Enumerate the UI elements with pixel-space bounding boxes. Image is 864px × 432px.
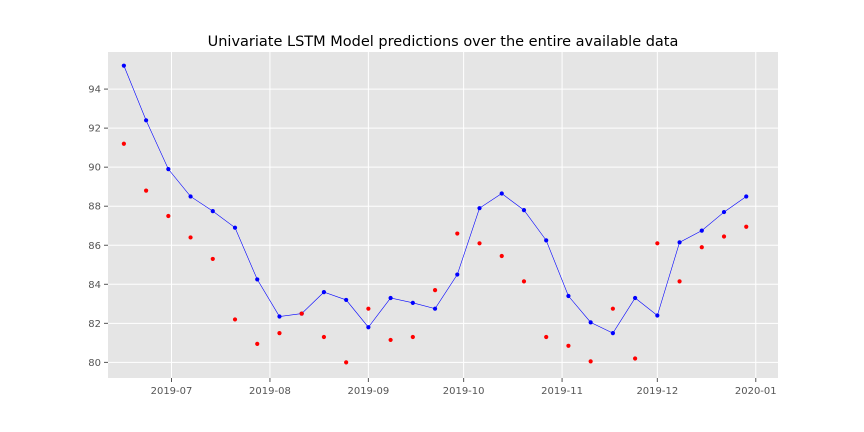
y-tick-label: 84 — [88, 280, 101, 291]
x-tick-label: 2019-09 — [347, 386, 389, 397]
predicted-point — [521, 279, 527, 284]
actual-point — [610, 331, 615, 336]
actual-point — [544, 238, 549, 243]
series-predicted — [121, 141, 749, 365]
actual-point — [677, 240, 682, 245]
predicted-point — [121, 141, 126, 146]
actual-point — [699, 228, 704, 233]
predicted-point — [344, 360, 349, 365]
actual-point — [566, 293, 571, 299]
actual-point — [455, 272, 460, 277]
actual-point — [410, 300, 415, 305]
actual-point — [144, 118, 149, 123]
y-tick-label: 86 — [88, 241, 101, 252]
actual-point — [521, 208, 527, 213]
actual-point — [166, 167, 171, 172]
predicted-point — [321, 334, 327, 340]
predicted-point — [188, 235, 193, 240]
predicted-point — [432, 288, 438, 293]
actual-point — [321, 290, 327, 295]
predicted-point — [144, 188, 149, 193]
predicted-point — [588, 359, 593, 364]
actual-point — [477, 206, 482, 211]
predicted-point — [388, 337, 393, 343]
x-tick-label: 2019-11 — [541, 386, 583, 397]
actual-point — [633, 295, 638, 301]
actual-point — [499, 191, 504, 196]
actual-point — [121, 63, 126, 68]
actual-point — [255, 277, 260, 282]
predicted-point — [232, 317, 238, 322]
actual-point — [232, 225, 238, 230]
predicted-point — [166, 213, 171, 219]
actual-point — [721, 209, 727, 215]
predicted-point — [744, 224, 749, 229]
predicted-point — [455, 231, 460, 236]
actual-point — [366, 325, 371, 330]
actual-point — [210, 208, 215, 214]
gridlines — [108, 52, 778, 378]
y-tick-label: 90 — [88, 163, 101, 174]
predicted-point — [699, 245, 704, 250]
predicted-point — [655, 241, 660, 246]
actual-point — [188, 194, 193, 199]
actual-point — [744, 194, 749, 199]
y-tick-label: 88 — [88, 202, 101, 213]
x-tick-label: 2019-07 — [151, 386, 193, 397]
y-tick-label: 80 — [88, 358, 101, 369]
y-tick-label: 94 — [88, 85, 101, 96]
actual-point — [432, 306, 438, 311]
actual-point — [277, 314, 282, 319]
predicted-point — [544, 334, 549, 340]
predicted-point — [210, 256, 215, 262]
actual-point — [655, 313, 660, 318]
x-tick-label: 2019-12 — [636, 386, 678, 397]
actual-point — [388, 295, 393, 301]
y-tick-label: 82 — [88, 319, 101, 330]
predicted-point — [299, 311, 304, 316]
predicted-point — [721, 234, 727, 239]
predicted-point — [277, 331, 282, 336]
predicted-point — [410, 334, 415, 340]
y-axis: 80 82 84 86 88 90 92 94 — [88, 85, 108, 369]
predicted-point — [566, 343, 571, 348]
predicted-point — [255, 341, 260, 346]
x-tick-label: 2019-10 — [443, 386, 485, 397]
series-actual — [121, 63, 749, 336]
predicted-point — [610, 306, 615, 311]
chart-title: Univariate LSTM Model predictions over t… — [208, 34, 679, 50]
x-axis: 2019-07 2019-08 2019-09 2019-10 2019-11 2019-… — [151, 378, 777, 397]
y-tick-label: 92 — [88, 124, 101, 135]
predicted-point — [633, 356, 638, 361]
plot-area — [108, 52, 778, 378]
predicted-point — [499, 253, 504, 259]
actual-point — [588, 320, 593, 325]
predicted-point — [477, 241, 482, 246]
actual-point — [344, 297, 349, 303]
x-tick-label: 2019-08 — [249, 386, 291, 397]
x-tick-label: 2020-01 — [735, 386, 777, 397]
predicted-point — [366, 306, 371, 311]
predicted-point — [677, 279, 682, 284]
